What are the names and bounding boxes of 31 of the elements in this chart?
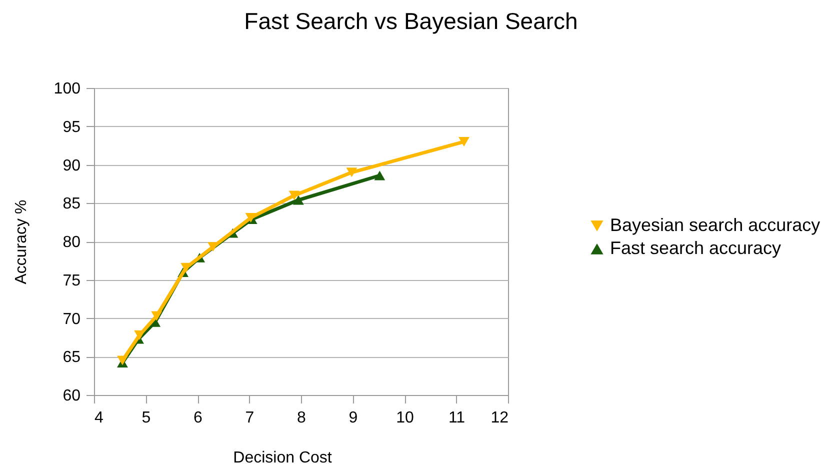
y-axis-title: Accuracy %	[12, 200, 30, 284]
y-tick-label: 80	[62, 234, 81, 251]
y-tick-label: 85	[62, 196, 81, 213]
chart-title: Fast Search vs Bayesian Search	[244, 8, 578, 34]
x-tick-label: 7	[245, 410, 254, 426]
point	[134, 330, 146, 340]
x-tick-label: 4	[94, 410, 104, 426]
x-tick-label: 11	[448, 410, 466, 426]
y-tick-label: 70	[62, 310, 81, 328]
point	[288, 190, 300, 200]
point	[151, 311, 162, 321]
point	[116, 356, 128, 366]
legend-label: Bayesian search accuracy	[610, 214, 820, 235]
y-tick-label: 100	[54, 80, 81, 98]
x-tick-label: 6	[194, 410, 203, 426]
point	[458, 136, 470, 146]
x-tick-label: 10	[396, 410, 414, 426]
x-axis-title: Decision Cost	[233, 450, 332, 464]
x-tick-label: 5	[142, 410, 151, 426]
legend-label: Fast search accuracy	[610, 238, 782, 258]
x-tick-label: 9	[348, 410, 358, 426]
y-tick-label: 95	[62, 118, 81, 136]
x-tick-label: 12	[490, 410, 509, 426]
y-tick-label: 75	[62, 272, 81, 290]
y-tick-label: 90	[62, 157, 81, 174]
point	[346, 168, 358, 178]
point	[374, 170, 386, 180]
point	[292, 195, 304, 205]
y-tick-label: 60	[62, 388, 81, 404]
y-tick-label: 65	[62, 349, 81, 366]
x-tick-label: 8	[297, 410, 306, 426]
